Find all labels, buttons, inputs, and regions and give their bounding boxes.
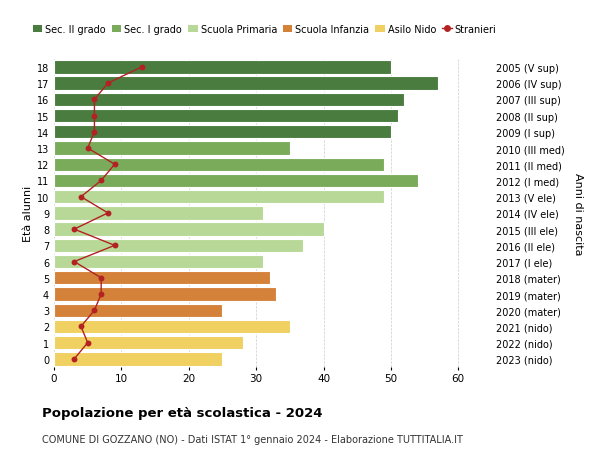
Bar (54, 77, 438, 90)
Bar (54, 304, 223, 317)
Point (89, 96, 99, 104)
Point (83, 339, 92, 347)
Bar (54, 272, 269, 285)
Point (110, 242, 119, 250)
Point (97, 274, 106, 282)
Bar (54, 174, 418, 188)
Bar (54, 110, 398, 123)
Bar (54, 223, 323, 236)
Bar (54, 142, 290, 155)
Bar (54, 336, 242, 350)
Point (97, 177, 106, 185)
Text: Popolazione per età scolastica - 2024: Popolazione per età scolastica - 2024 (42, 406, 323, 419)
Bar (54, 320, 290, 333)
Bar (54, 158, 384, 172)
Point (89, 129, 99, 136)
Bar (54, 126, 391, 139)
Bar (54, 207, 263, 220)
Point (70, 355, 79, 363)
Point (83, 145, 92, 152)
Bar (54, 190, 384, 204)
Point (137, 64, 146, 72)
Bar (54, 61, 391, 74)
Bar (54, 239, 304, 252)
Y-axis label: Anni di nascita: Anni di nascita (573, 172, 583, 255)
Point (89, 307, 99, 314)
Point (110, 161, 119, 168)
Bar (54, 353, 223, 366)
Legend: Sec. II grado, Sec. I grado, Scuola Primaria, Scuola Infanzia, Asilo Nido, Stran: Sec. II grado, Sec. I grado, Scuola Prim… (32, 24, 496, 34)
Point (103, 80, 113, 88)
Point (97, 291, 106, 298)
Point (103, 210, 113, 217)
Point (76, 323, 86, 330)
Point (70, 226, 79, 233)
Point (89, 112, 99, 120)
Bar (54, 288, 277, 301)
Y-axis label: Età alunni: Età alunni (23, 185, 32, 241)
Text: COMUNE DI GOZZANO (NO) - Dati ISTAT 1° gennaio 2024 - Elaborazione TUTTITALIA.IT: COMUNE DI GOZZANO (NO) - Dati ISTAT 1° g… (42, 434, 463, 444)
Point (76, 194, 86, 201)
Bar (54, 94, 404, 107)
Bar (54, 255, 263, 269)
Point (70, 258, 79, 266)
